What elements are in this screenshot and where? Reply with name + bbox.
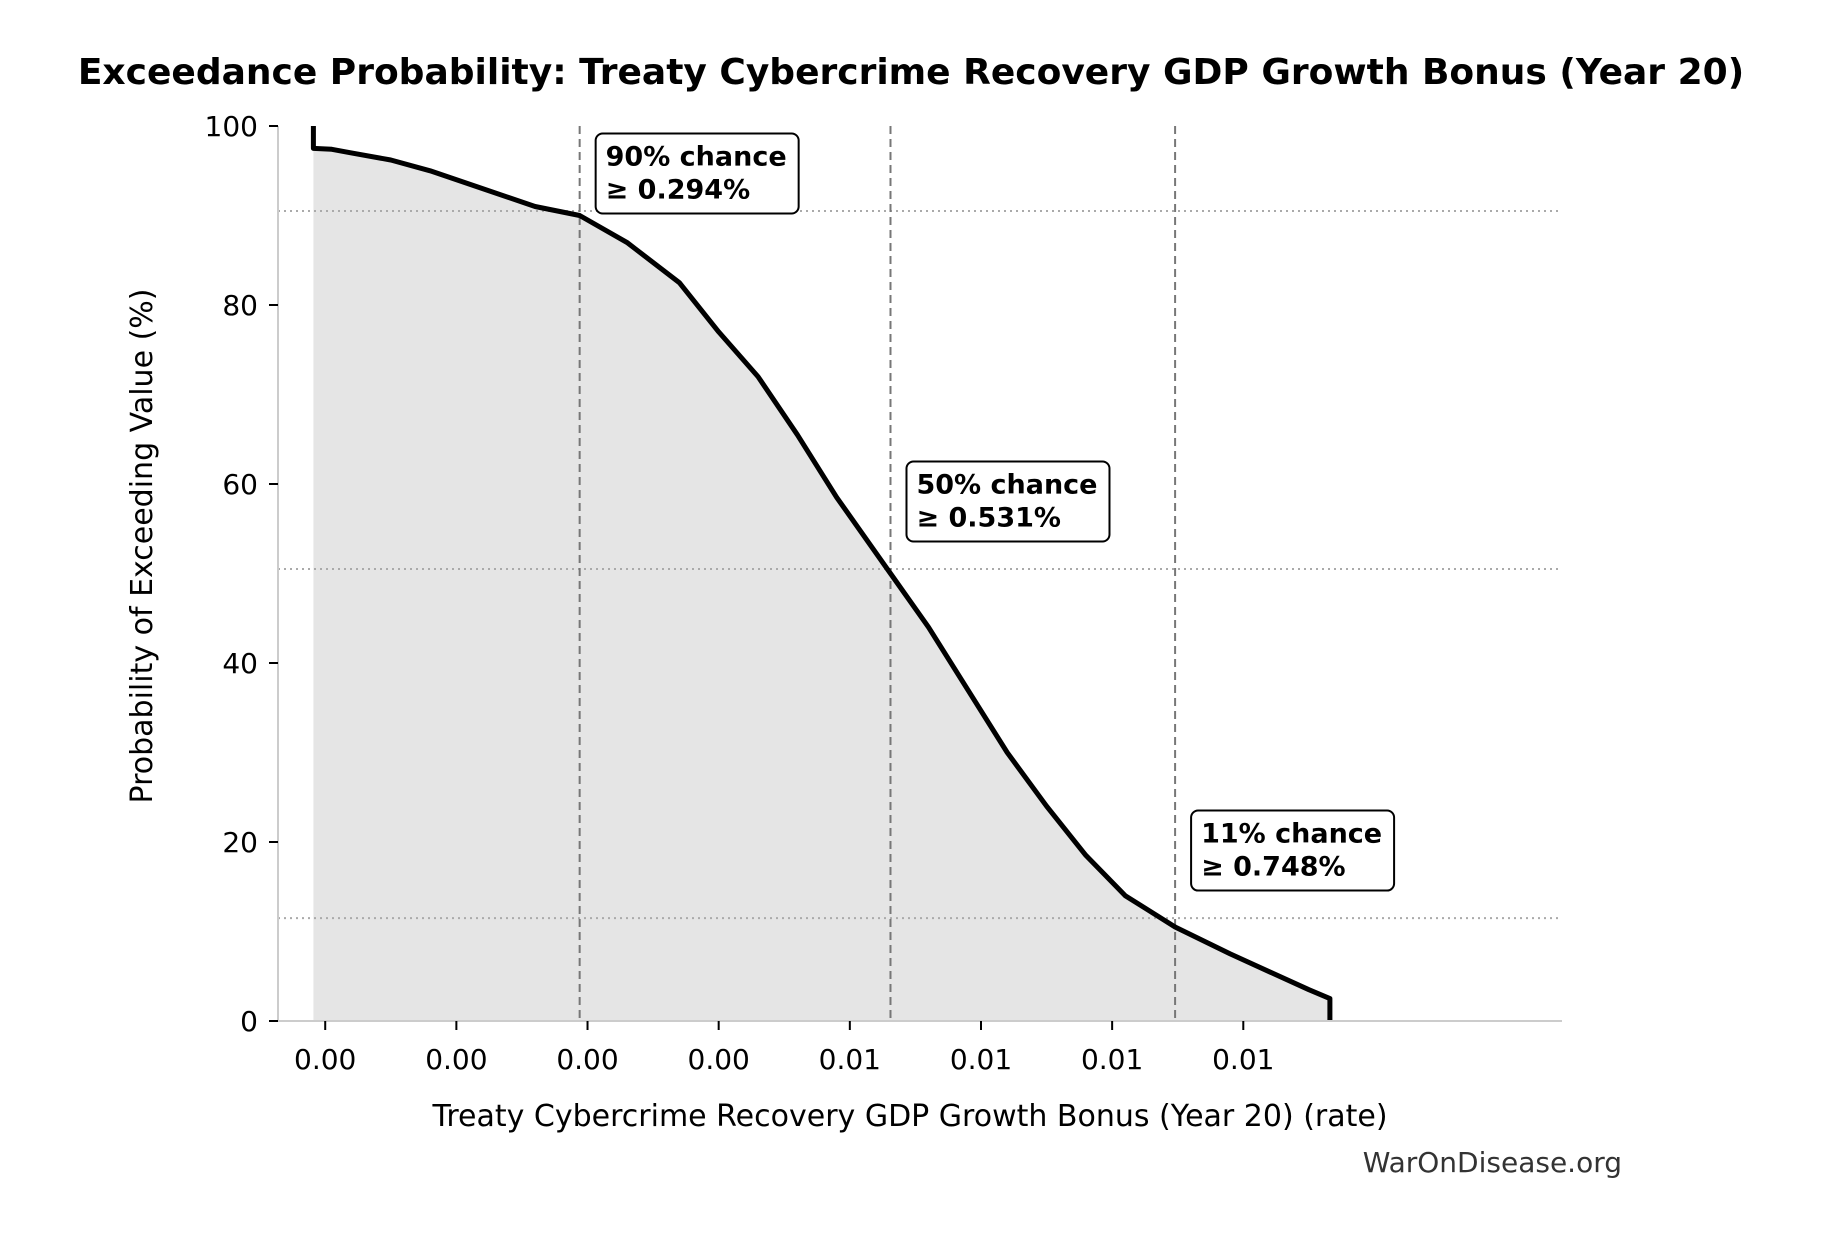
- x-tick-label: 0.00: [425, 1043, 487, 1076]
- y-axis-ticks: 0 20 40 60 80 100: [205, 110, 278, 1038]
- annotation-value: ≥ 0.748%: [1201, 852, 1345, 883]
- annotation-box: [594, 132, 800, 215]
- y-tick-label: 20: [222, 826, 258, 859]
- x-tick-label: 0.01: [1081, 1043, 1143, 1076]
- x-tick-label: 0.01: [1212, 1043, 1274, 1076]
- annotation-label: 90% chance: [606, 142, 787, 173]
- annotation-90: 90% chance≥ 0.294%: [594, 132, 800, 215]
- y-tick-label: 0: [240, 1005, 258, 1038]
- y-axis-title: Probability of Exceeding Value (%): [125, 289, 160, 804]
- gridlines: [278, 210, 1562, 920]
- annotation-50: 50% chance≥ 0.531%: [905, 460, 1111, 543]
- x-axis-ticks: 0.00 0.00 0.00 0.00 0.01 0.01 0.01 0.01: [294, 1021, 1274, 1076]
- watermark-text: WarOnDisease.org: [1363, 1146, 1622, 1179]
- x-tick-label: 0.01: [819, 1043, 881, 1076]
- y-tick-label: 40: [222, 647, 258, 680]
- x-tick-label: 0.00: [294, 1043, 356, 1076]
- annotation-value: ≥ 0.294%: [606, 175, 750, 206]
- annotations: 90% chance≥ 0.294% 50% chance≥ 0.531% 11% …: [594, 132, 1396, 892]
- x-axis-title: Treaty Cybercrime Recovery GDP Growth Bo…: [431, 1099, 1387, 1134]
- y-tick-label: 80: [222, 289, 258, 322]
- exceedance-curve-line: [310, 126, 1333, 1021]
- x-tick-label: 0.00: [556, 1043, 618, 1076]
- x-tick-label: 0.00: [688, 1043, 750, 1076]
- annotation-box: [1190, 809, 1396, 892]
- annotation-value: ≥ 0.531%: [916, 503, 1060, 534]
- plot-area: [278, 126, 1562, 1021]
- exceedance-area-fill: [313, 126, 1330, 1021]
- annotation-11: 11% chance≥ 0.748%: [1190, 809, 1396, 892]
- chart-title: Exceedance Probability: Treaty Cybercrim…: [78, 52, 1744, 93]
- annotation-box: [905, 460, 1111, 543]
- y-tick-label: 100: [205, 110, 258, 143]
- annotation-label: 50% chance: [916, 470, 1097, 501]
- x-tick-label: 0.01: [950, 1043, 1012, 1076]
- annotation-label: 11% chance: [1201, 819, 1382, 850]
- y-tick-label: 60: [222, 468, 258, 501]
